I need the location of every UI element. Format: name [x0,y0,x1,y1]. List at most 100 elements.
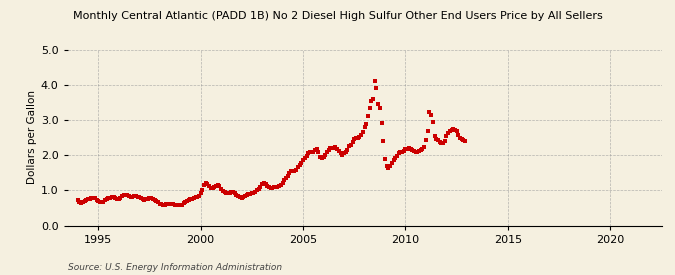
Point [400,147,411,151]
Point [84,197,95,201]
Point [308,149,319,154]
Point [296,161,307,165]
Point [139,198,150,202]
Point [339,151,350,156]
Point [197,187,208,192]
Point [385,163,396,168]
Point [407,148,418,152]
Point [250,190,261,194]
Point [246,191,257,196]
Point [107,195,117,200]
Point [219,190,230,195]
Point [178,201,189,205]
Point [238,195,248,200]
Point [267,186,277,190]
Point [328,146,339,150]
Point [195,191,206,195]
Point [371,86,382,90]
Point [320,153,331,157]
Point [340,149,351,154]
Point [342,148,353,152]
Point [153,200,163,205]
Point [392,154,402,158]
Point [101,197,112,201]
Point [134,195,144,200]
Point [306,150,317,155]
Point [144,196,155,200]
Point [148,197,159,201]
Point [146,196,157,200]
Point [394,151,404,156]
Point [159,202,170,207]
Point [184,198,194,202]
Point [88,196,99,200]
Point [103,196,114,200]
Point [327,146,338,150]
Point [284,170,295,175]
Point [335,151,346,156]
Point [446,128,457,132]
Point [388,158,399,163]
Point [304,150,315,155]
Point [255,185,266,189]
Point [212,183,223,187]
Point [118,193,129,197]
Point [275,183,286,187]
Point [397,150,408,155]
Point [415,148,426,152]
Point [315,155,325,159]
Point [419,145,430,150]
Point [259,180,269,185]
Point [368,97,379,102]
Point [321,150,332,155]
Point [273,184,284,188]
Point [390,156,401,160]
Point [137,197,148,202]
Point [243,192,254,196]
Point [226,190,237,195]
Point [434,139,445,144]
Point [120,192,131,197]
Point [265,186,276,190]
Point [291,168,302,172]
Point [202,182,213,186]
Point [186,197,197,201]
Point [235,195,246,200]
Point [354,134,364,139]
Point [352,135,363,140]
Point [395,150,406,155]
Point [441,134,452,138]
Point [375,105,385,110]
Point [200,181,211,185]
Point [194,193,205,198]
Point [299,156,310,160]
Point [79,199,90,203]
Point [140,197,151,202]
Point [256,182,267,186]
Point [190,195,201,200]
Point [417,147,428,151]
Point [350,136,361,141]
Point [412,149,423,154]
Point [86,196,97,200]
Point [233,194,244,199]
Point [369,79,380,83]
Point [142,197,153,201]
Point [282,173,293,178]
Point [439,139,450,143]
Point [421,138,431,142]
Point [111,197,122,201]
Point [288,169,298,173]
Point [383,166,394,171]
Point [277,180,288,185]
Point [185,197,196,202]
Point [303,151,314,156]
Point [192,194,202,199]
Point [155,202,165,206]
Point [424,110,435,114]
Point [113,197,124,201]
Point [171,203,182,208]
Point [207,186,218,190]
Point [221,191,232,195]
Point [108,195,119,200]
